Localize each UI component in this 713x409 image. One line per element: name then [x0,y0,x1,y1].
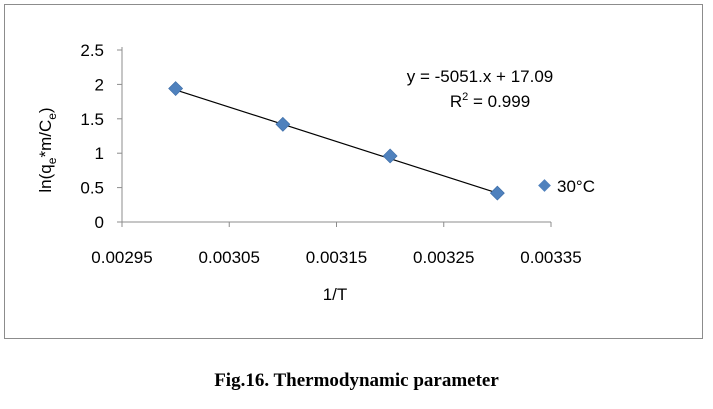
x-tick-label: 0.00295 [91,248,152,267]
trendline-r-squared: R2 = 0.999 [450,91,530,111]
trendline-equation: y = -5051.x + 17.09 [407,67,554,86]
chart-plot: 0 0.5 1 1.5 2 2.5 0.00295 0.00305 0.00315 0.00325… [36,41,595,304]
x-tick-label: 0.00325 [413,248,474,267]
data-point [168,81,184,96]
y-axis-title: ln(qe*m/Ce) [36,107,59,192]
x-tick-label: 0.00305 [199,248,260,267]
trendline [175,89,498,194]
x-tick-label: 0.00335 [520,248,581,267]
data-point [489,185,505,201]
y-tick-label: 0.5 [80,179,104,198]
data-point [382,148,398,164]
y-tick-label: 1 [95,144,104,163]
figure-caption: Fig.16. Thermodynamic parameter [214,370,499,391]
y-tick-label: 2.5 [80,41,104,60]
data-point [275,116,291,132]
y-tick-label: 2 [95,75,104,94]
legend: 30°C [538,177,595,196]
x-tick-label: 0.00315 [306,248,367,267]
y-tick-label: 0 [95,213,104,232]
x-axis-title: 1/T [323,285,348,304]
y-tick-label: 1.5 [80,110,104,129]
chart-frame [4,4,703,339]
legend-label: 30°C [557,177,595,196]
legend-marker-icon [538,179,551,192]
